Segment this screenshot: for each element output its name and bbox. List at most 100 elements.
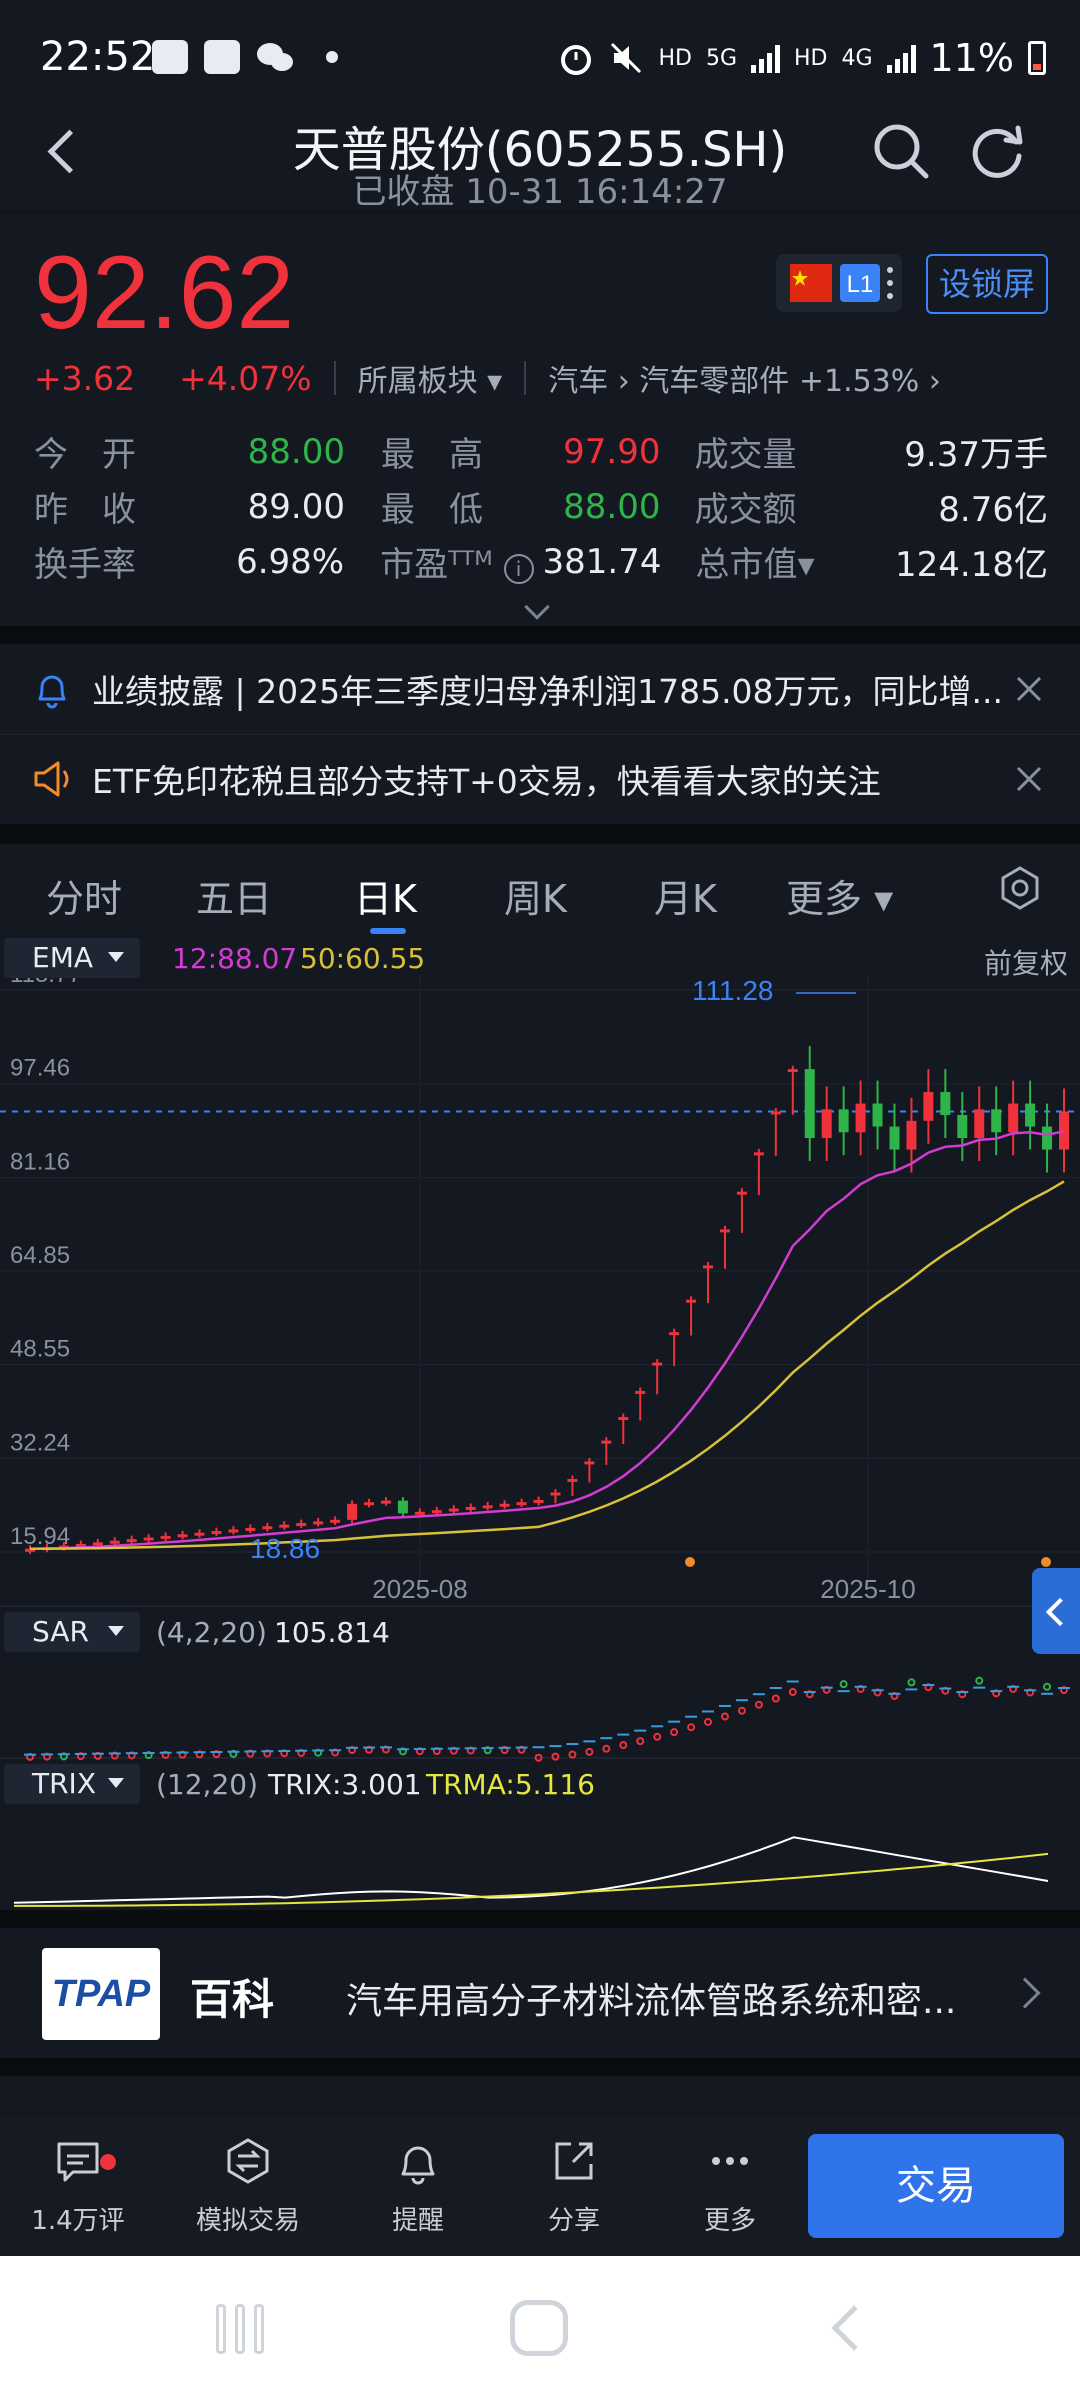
tab-monthly-k[interactable]: 月K: [654, 877, 717, 921]
min-price-label: 18.86: [250, 1533, 320, 1564]
high-price: 97.90: [563, 431, 661, 472]
candle: [177, 1534, 188, 1538]
notice-earnings[interactable]: 业绩披露 | 2025年三季度归母净利润1785.08万元，同比增...: [0, 644, 1080, 734]
y-tick-label: 48.55: [10, 1336, 70, 1363]
tab-analysis[interactable]: 分析: [592, 2106, 668, 2116]
tab-funds[interactable]: 资金: [232, 2106, 308, 2116]
candle: [465, 1506, 476, 1510]
settings-icon[interactable]: [996, 864, 1044, 912]
tab-news[interactable]: 资讯: [60, 2106, 136, 2116]
expand-chevron-icon[interactable]: [524, 594, 550, 620]
close-icon[interactable]: [1012, 672, 1046, 706]
more-button[interactable]: 更多: [660, 2136, 800, 2237]
level-selector[interactable]: L1: [776, 254, 902, 312]
last-price: 92.62: [34, 235, 295, 351]
quote-stats: 今 开 88.00 最 高 97.90 成交量 9.37万手 昨 收 89.00…: [34, 424, 1048, 589]
trma-value: TRMA:5.116: [426, 1768, 595, 1801]
tab-profile[interactable]: 简况: [410, 2106, 486, 2116]
tab-daily-k[interactable]: 日K: [354, 877, 417, 921]
battery-icon: [1028, 41, 1046, 75]
tab-intraday[interactable]: 分时: [46, 877, 123, 921]
back-nav-button[interactable]: [831, 2305, 877, 2351]
chevron-right-icon: [1009, 1977, 1041, 2009]
sector-chain-link[interactable]: 汽车 › 汽车零部件 +1.53% ›: [548, 364, 941, 399]
notice-text: ETF免印花税且部分支持T+0交易，快看看大家的关注: [92, 762, 881, 801]
candle: [211, 1531, 222, 1535]
side-panel-toggle[interactable]: [1032, 1568, 1080, 1654]
bottom-action-bar: 1.4万评 模拟交易 提醒 分享 更多 交易: [0, 2116, 1080, 2256]
baike-card[interactable]: TPAP 百科 汽车用高分子材料流体管路系统和密...: [0, 1928, 1080, 2058]
candle: [753, 1152, 764, 1156]
sar-dot: [619, 1741, 628, 1750]
candle: [906, 1120, 917, 1150]
refresh-icon[interactable]: [966, 120, 1028, 182]
notice-text: 业绩披露 | 2025年三季度归母净利润1785.08万元，同比增...: [92, 672, 1004, 711]
tab-weekly-k[interactable]: 周K: [504, 877, 567, 921]
bell-icon: [38, 675, 66, 709]
status-time: 22:52: [40, 34, 156, 80]
lock-screen-button[interactable]: 设锁屏: [926, 254, 1048, 314]
pe-label[interactable]: 市盈ᵀᵀᴹ i: [380, 537, 542, 586]
candle: [889, 1126, 900, 1150]
y-tick-label: 15.94: [10, 1523, 70, 1550]
tab-more[interactable]: 更多 ▾: [786, 877, 894, 921]
adjust-mode[interactable]: 前复权: [983, 947, 1068, 980]
kline-chart[interactable]: 113.7797.4681.1664.8548.5532.2415.94111.…: [0, 844, 1080, 1910]
market-cap: 124.18亿: [895, 545, 1048, 585]
close-icon[interactable]: [1012, 762, 1046, 796]
company-logo: TPAP: [42, 1948, 160, 2040]
sector-dropdown[interactable]: 所属板块 ▾: [357, 364, 503, 399]
page-title: 天普股份(605255.SH): [292, 122, 788, 178]
battery-percent: 11%: [929, 36, 1014, 80]
tab-five-day[interactable]: 五日: [196, 877, 273, 921]
sim-trade-button[interactable]: 模拟交易: [178, 2136, 318, 2237]
market-status: 已收盘 10-31 16:14:27: [352, 172, 728, 212]
candle: [601, 1440, 612, 1444]
candle: [431, 1510, 442, 1514]
candle: [160, 1535, 171, 1539]
ema-indicator-button[interactable]: EMA: [4, 938, 140, 978]
remind-button[interactable]: 提醒: [348, 2136, 488, 2237]
event-marker: [1041, 1557, 1051, 1567]
speaker-icon: [34, 761, 69, 797]
share-button[interactable]: 分享: [504, 2136, 644, 2237]
sar-value: 105.814: [274, 1616, 390, 1649]
info-tabs-peek: 资讯 资金 简况 分析 打票 财务: [0, 2076, 1080, 2116]
sar-dot: [839, 1680, 848, 1689]
china-flag-icon: L1: [790, 264, 893, 302]
active-tab-indicator: [370, 928, 406, 934]
candle: [516, 1502, 527, 1506]
trix-params: (12,20): [156, 1768, 259, 1801]
tab-ratings[interactable]: 打票: [766, 2106, 842, 2116]
sar-indicator-button[interactable]: SAR: [4, 1612, 140, 1652]
level-label: L1: [847, 271, 874, 298]
trade-button[interactable]: 交易: [808, 2134, 1064, 2238]
sar-dot: [568, 1750, 577, 1759]
candle: [126, 1539, 137, 1543]
candle: [75, 1543, 86, 1547]
tab-finance[interactable]: 财务: [942, 2106, 1018, 2116]
recent-apps-button[interactable]: [216, 2304, 268, 2354]
market-cap-dropdown[interactable]: 总市值▾: [695, 545, 815, 585]
home-button[interactable]: [510, 2300, 568, 2356]
candle: [448, 1508, 459, 1512]
sar-dot: [907, 1678, 916, 1687]
event-marker: [685, 1557, 695, 1567]
share-icon: [555, 2142, 593, 2180]
chart-tabs: 分时 五日 日K 周K 月K 更多 ▾: [0, 844, 1080, 936]
search-icon[interactable]: [870, 120, 932, 182]
candle: [923, 1092, 934, 1121]
notice-etf[interactable]: ETF免印花税且部分支持T+0交易，快看看大家的关注: [0, 734, 1080, 824]
candle: [482, 1505, 493, 1509]
candle: [1042, 1126, 1053, 1150]
signal-icon-2: [886, 43, 916, 73]
ema12-value: 12:88.07: [172, 942, 298, 975]
comments-button[interactable]: 1.4万评: [8, 2136, 148, 2237]
sar-dot: [1043, 1682, 1052, 1691]
trix-indicator-button[interactable]: TRIX: [4, 1764, 140, 1804]
candle: [143, 1537, 154, 1541]
price-change: +3.62: [34, 358, 136, 398]
app-notification-icon: [152, 40, 188, 74]
candle: [92, 1542, 103, 1546]
header: 天普股份(605255.SH) 已收盘 10-31 16:14:27: [0, 110, 1080, 212]
